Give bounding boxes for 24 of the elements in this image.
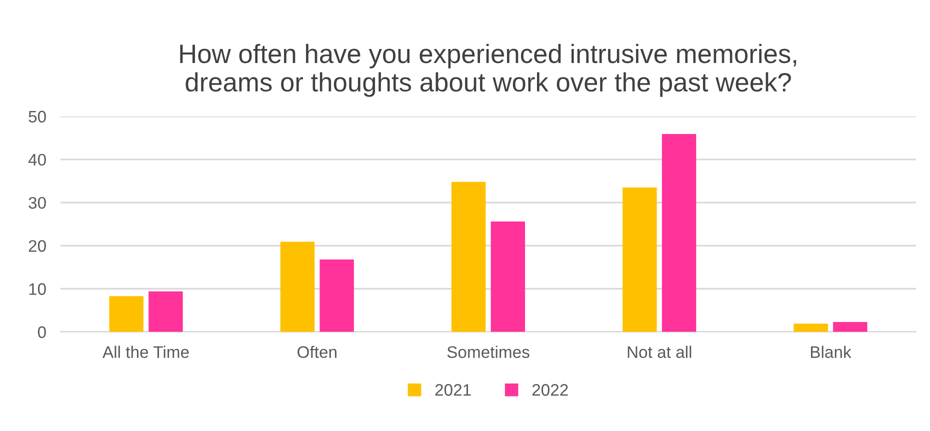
y-tick-label: 20: [28, 240, 46, 252]
bar: [320, 259, 354, 332]
y-tick-label: 0: [38, 326, 46, 338]
bar: [833, 322, 868, 332]
legend-label: 2022: [532, 384, 568, 396]
x-tick-label: Often: [298, 346, 336, 358]
bar: [451, 182, 486, 332]
legend-label: 2021: [435, 384, 471, 396]
y-tick-label: 30: [28, 196, 46, 209]
bar: [662, 134, 696, 332]
bar: [490, 222, 526, 332]
bar: [148, 291, 183, 332]
x-tick-label: Sometimes: [447, 346, 530, 358]
y-tick-label: 40: [28, 154, 46, 166]
y-tick-label: 50: [28, 110, 46, 123]
x-tick-label: Blank: [811, 346, 852, 358]
x-tick-label: All the Time: [102, 346, 189, 358]
y-tick-label: 10: [29, 283, 46, 295]
x-tick-label: Not at all: [628, 346, 692, 358]
chart-title: How often have you experienced intrusive memories, dreams or thoughts about work over the past week?: [180, 44, 796, 97]
bar: [622, 187, 657, 332]
bar: [109, 296, 144, 332]
bar: [280, 242, 315, 332]
bar: [794, 324, 828, 332]
